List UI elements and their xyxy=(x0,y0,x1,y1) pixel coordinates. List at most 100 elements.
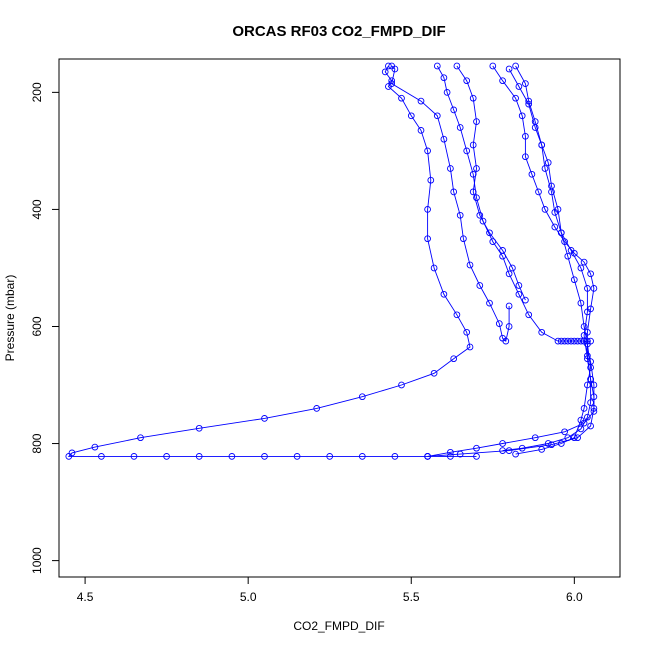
data-point xyxy=(561,337,568,345)
data-point xyxy=(469,94,477,102)
data-point xyxy=(577,264,585,272)
data-point xyxy=(440,290,448,298)
data-point xyxy=(551,223,559,231)
data-point xyxy=(424,235,431,243)
data-point xyxy=(561,428,568,436)
data-point xyxy=(358,453,366,460)
data-point xyxy=(313,405,321,412)
data-point xyxy=(381,68,389,76)
data-point xyxy=(473,444,480,452)
data-point xyxy=(486,229,493,237)
data-point xyxy=(433,62,441,70)
data-point xyxy=(531,434,539,442)
data-point xyxy=(531,118,539,125)
data-point xyxy=(564,337,572,345)
data-point xyxy=(587,399,594,406)
data-point xyxy=(541,206,549,213)
data-point xyxy=(398,94,405,102)
data-point xyxy=(567,247,575,254)
data-point xyxy=(505,302,513,310)
data-point xyxy=(590,285,598,292)
data-point xyxy=(538,446,546,453)
data-point xyxy=(489,62,497,70)
series-3 xyxy=(453,62,529,304)
series-line xyxy=(427,65,595,457)
y-axis: 200 400 600 800 1000 xyxy=(30,82,59,574)
data-point xyxy=(91,443,99,451)
data-point xyxy=(505,323,513,330)
data-point xyxy=(137,434,144,442)
data-point xyxy=(388,80,396,87)
data-point xyxy=(505,270,513,278)
x-tick-label: 4.5 xyxy=(77,590,94,604)
x-tick-label: 5.0 xyxy=(240,590,257,604)
data-point xyxy=(528,170,536,178)
data-point xyxy=(447,165,454,172)
data-point xyxy=(541,165,549,172)
data-point xyxy=(518,444,526,452)
data-point xyxy=(456,211,464,219)
series-6 xyxy=(499,62,594,454)
data-point xyxy=(453,62,461,70)
data-point xyxy=(427,176,435,184)
data-point xyxy=(476,211,484,219)
data-point xyxy=(580,405,588,412)
data-point xyxy=(538,141,546,149)
series-7 xyxy=(557,337,594,345)
data-point xyxy=(460,235,467,243)
y-tick-label: 800 xyxy=(30,433,44,453)
data-point xyxy=(518,112,526,120)
data-point xyxy=(580,258,588,266)
data-point xyxy=(584,355,591,363)
series-2 xyxy=(388,62,513,345)
data-point xyxy=(326,453,334,460)
series-4 xyxy=(424,62,598,460)
data-point xyxy=(499,440,506,447)
data-point xyxy=(584,285,591,292)
series-line xyxy=(391,65,510,342)
data-point xyxy=(450,355,458,363)
x-axis-label: CO2_FMPD_DIF xyxy=(293,619,384,633)
data-point xyxy=(584,413,591,421)
y-tick-label: 1000 xyxy=(30,547,44,574)
series-line xyxy=(67,65,477,457)
data-point xyxy=(293,453,301,460)
data-point xyxy=(584,337,591,345)
data-point xyxy=(407,112,415,120)
data-point xyxy=(570,434,578,442)
y-axis-label: Pressure (mbar) xyxy=(3,275,17,362)
data-point xyxy=(424,453,431,460)
data-point xyxy=(195,424,203,432)
data-point xyxy=(577,299,585,307)
data-point xyxy=(502,337,510,345)
data-point xyxy=(512,94,519,102)
data-point xyxy=(430,264,438,272)
data-point xyxy=(567,337,575,345)
data-point xyxy=(495,320,503,327)
series-1 xyxy=(424,62,598,460)
data-point xyxy=(522,132,529,140)
y-tick-label: 200 xyxy=(30,82,44,102)
data-point xyxy=(398,381,405,389)
data-point xyxy=(391,453,399,460)
x-tick-label: 5.5 xyxy=(403,590,420,604)
chart-title: ORCAS RF03 CO2_FMPD_DIF xyxy=(232,23,445,40)
data-point xyxy=(557,229,565,237)
data-point xyxy=(447,453,454,460)
data-point xyxy=(98,453,105,460)
data-point xyxy=(417,127,425,134)
data-point xyxy=(447,448,454,456)
data-point xyxy=(535,188,542,196)
y-tick-label: 400 xyxy=(30,199,44,219)
series-line xyxy=(508,68,592,455)
data-point xyxy=(433,112,441,120)
series-line xyxy=(502,65,592,452)
data-point xyxy=(163,453,170,460)
data-point xyxy=(548,441,555,449)
data-point xyxy=(424,147,431,155)
data-point xyxy=(522,80,529,87)
data-point xyxy=(195,453,203,460)
data-point xyxy=(564,252,572,260)
data-point xyxy=(515,282,523,289)
data-point xyxy=(358,393,366,401)
